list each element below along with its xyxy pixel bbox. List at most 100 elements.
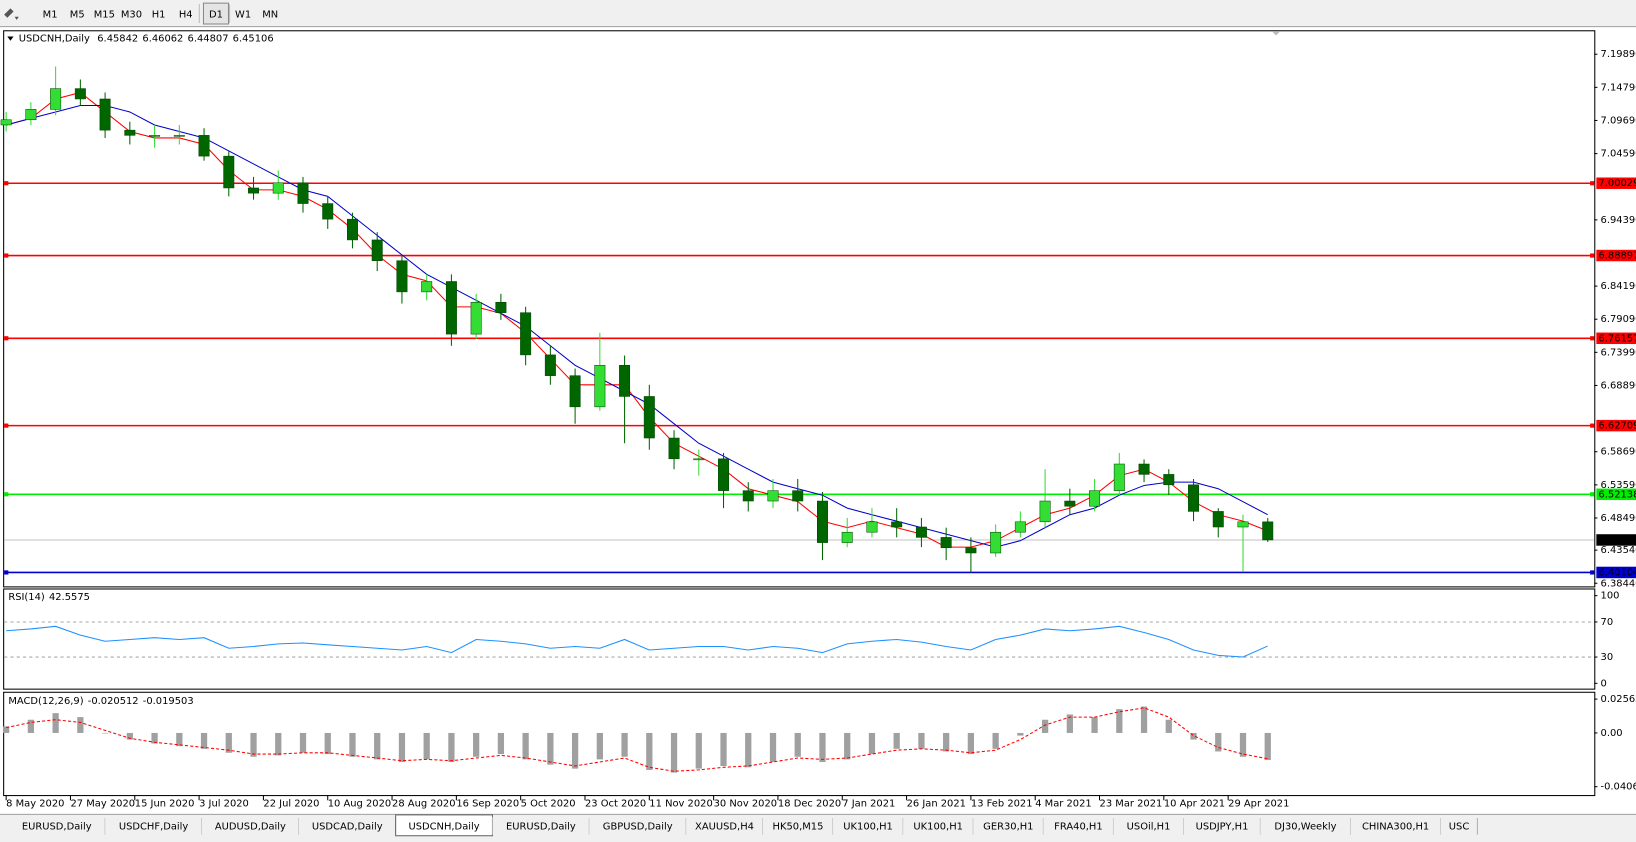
y-tick-label: 6.73990	[1601, 347, 1636, 358]
timeframe-button[interactable]: W1	[235, 10, 251, 21]
macd-bar	[349, 732, 356, 757]
header-value: 6.44807	[188, 34, 229, 45]
shift-marker	[1271, 31, 1281, 36]
x-tick-label: 30 Nov 2020	[714, 798, 777, 809]
tab-label[interactable]: UK100,H1	[913, 821, 963, 832]
x-tick-label: 16 Sep 2020	[456, 798, 519, 809]
tab[interactable]	[105, 816, 202, 835]
macd-bar	[943, 732, 950, 752]
macd-bar	[374, 732, 381, 760]
y-tick-label: 6.43540	[1601, 545, 1636, 556]
candle-body	[173, 135, 185, 137]
timeframe-button[interactable]: H1	[152, 10, 166, 21]
candle-body	[1113, 463, 1125, 491]
tab-label[interactable]: HK50,M15	[773, 821, 824, 832]
tab-label[interactable]: EURUSD,Daily	[22, 821, 92, 832]
tab-label[interactable]: USOil,H1	[1127, 821, 1171, 832]
macd-bar	[1116, 709, 1123, 733]
y-tick-label: 30	[1601, 652, 1614, 663]
timeframe-button[interactable]: M30	[121, 10, 142, 21]
tab[interactable]	[1260, 816, 1351, 835]
level-handle	[4, 423, 9, 428]
level-handle	[1590, 336, 1595, 341]
macd-bar	[1017, 732, 1024, 736]
level-handle	[1590, 570, 1595, 575]
tab-label[interactable]: AUDUSD,Daily	[215, 821, 286, 832]
macd-bar	[695, 732, 702, 769]
level-label: 6.88897	[1598, 251, 1636, 262]
candle-body	[74, 88, 86, 100]
rsi-pane	[3, 588, 1596, 690]
tab[interactable]	[686, 816, 763, 835]
y-tick-label: 0.025623	[1601, 694, 1636, 705]
candle-body	[718, 458, 730, 491]
macd-bar	[1140, 706, 1148, 733]
tab-label[interactable]: USDCAD,Daily	[312, 821, 383, 832]
tab[interactable]	[298, 816, 396, 835]
tab[interactable]	[903, 816, 974, 835]
toolbar-icon[interactable]	[4, 8, 19, 20]
candle-body	[1237, 521, 1249, 528]
tab-label[interactable]: CHINA300,H1	[1362, 821, 1429, 832]
level-handle	[4, 570, 9, 575]
tab-label[interactable]: EURUSD,Daily	[506, 821, 576, 832]
candle-body	[1163, 474, 1175, 486]
tab[interactable]	[201, 816, 299, 835]
candle-body	[470, 302, 482, 335]
macd-bar	[844, 732, 851, 760]
moving-average	[6, 104, 1268, 548]
macd-value: -0.019503	[143, 696, 194, 707]
candle-body	[1014, 521, 1026, 533]
y-tick-label: 6.79090	[1601, 314, 1636, 325]
x-tick-label: 18 Dec 2020	[778, 798, 841, 809]
tab-label[interactable]: UK100,H1	[843, 821, 893, 832]
tab[interactable]	[8, 816, 106, 835]
candle-body	[891, 521, 903, 528]
tab-label[interactable]: USC	[1449, 821, 1470, 832]
y-tick-label: 7.04590	[1601, 149, 1636, 160]
tab-label[interactable]: FRA40,H1	[1054, 821, 1102, 832]
tab-label[interactable]: GBPUSD,Daily	[603, 821, 673, 832]
macd-bar	[448, 732, 455, 763]
tab-label[interactable]: USDCHF,Daily	[119, 821, 189, 832]
timeframe-button[interactable]: M5	[70, 10, 85, 21]
level-handle	[4, 336, 9, 341]
collapse-arrow[interactable]	[7, 36, 14, 41]
tab[interactable]	[1043, 816, 1114, 835]
timeframe-button[interactable]: M1	[43, 10, 58, 21]
tab[interactable]	[973, 816, 1044, 835]
macd-header: MACD(12,26,9) -0.020512 -0.019503	[8, 696, 193, 707]
x-tick-label: 8 May 2020	[6, 798, 64, 809]
tab-label[interactable]: XAUUSD,H4	[695, 821, 754, 832]
tab-label[interactable]: DJ30,Weekly	[1274, 821, 1336, 832]
tab[interactable]	[833, 816, 904, 835]
y-tick-label: -0.04068	[1601, 782, 1636, 793]
level-handle	[1590, 423, 1595, 428]
timeframe-button[interactable]: D1	[209, 10, 223, 21]
chart-header: USDCNH,Daily 6.45842 6.46062 6.44807 6.45106	[19, 34, 274, 45]
tab[interactable]	[1183, 816, 1261, 835]
macd-bar	[745, 732, 752, 768]
tab-label[interactable]: GER30,H1	[983, 821, 1033, 832]
timeframe-button[interactable]: MN	[262, 10, 278, 21]
macd-bar	[200, 732, 208, 749]
x-tick-label: 26 Jan 2021	[907, 798, 966, 809]
tab[interactable]	[1350, 816, 1441, 835]
macd-bar	[1041, 719, 1049, 733]
macd-bar	[250, 732, 257, 757]
macd-signal	[6, 707, 1268, 772]
x-tick-label: 28 Aug 2020	[392, 798, 455, 809]
timeframe-button[interactable]: H4	[179, 10, 193, 21]
timeframe-button[interactable]: M15	[94, 10, 115, 21]
tab[interactable]	[1440, 816, 1478, 835]
tab[interactable]	[492, 816, 590, 835]
tab-label[interactable]: USDCNH,Daily	[408, 821, 479, 832]
y-tick-label: 7.14790	[1601, 82, 1636, 93]
tab[interactable]	[762, 816, 834, 835]
macd-bar	[794, 732, 801, 757]
tab[interactable]	[1113, 816, 1184, 835]
rsi-line	[6, 625, 1268, 658]
tab[interactable]	[589, 816, 687, 835]
tab-label[interactable]: USDJPY,H1	[1196, 821, 1249, 832]
level-handle	[4, 253, 9, 258]
